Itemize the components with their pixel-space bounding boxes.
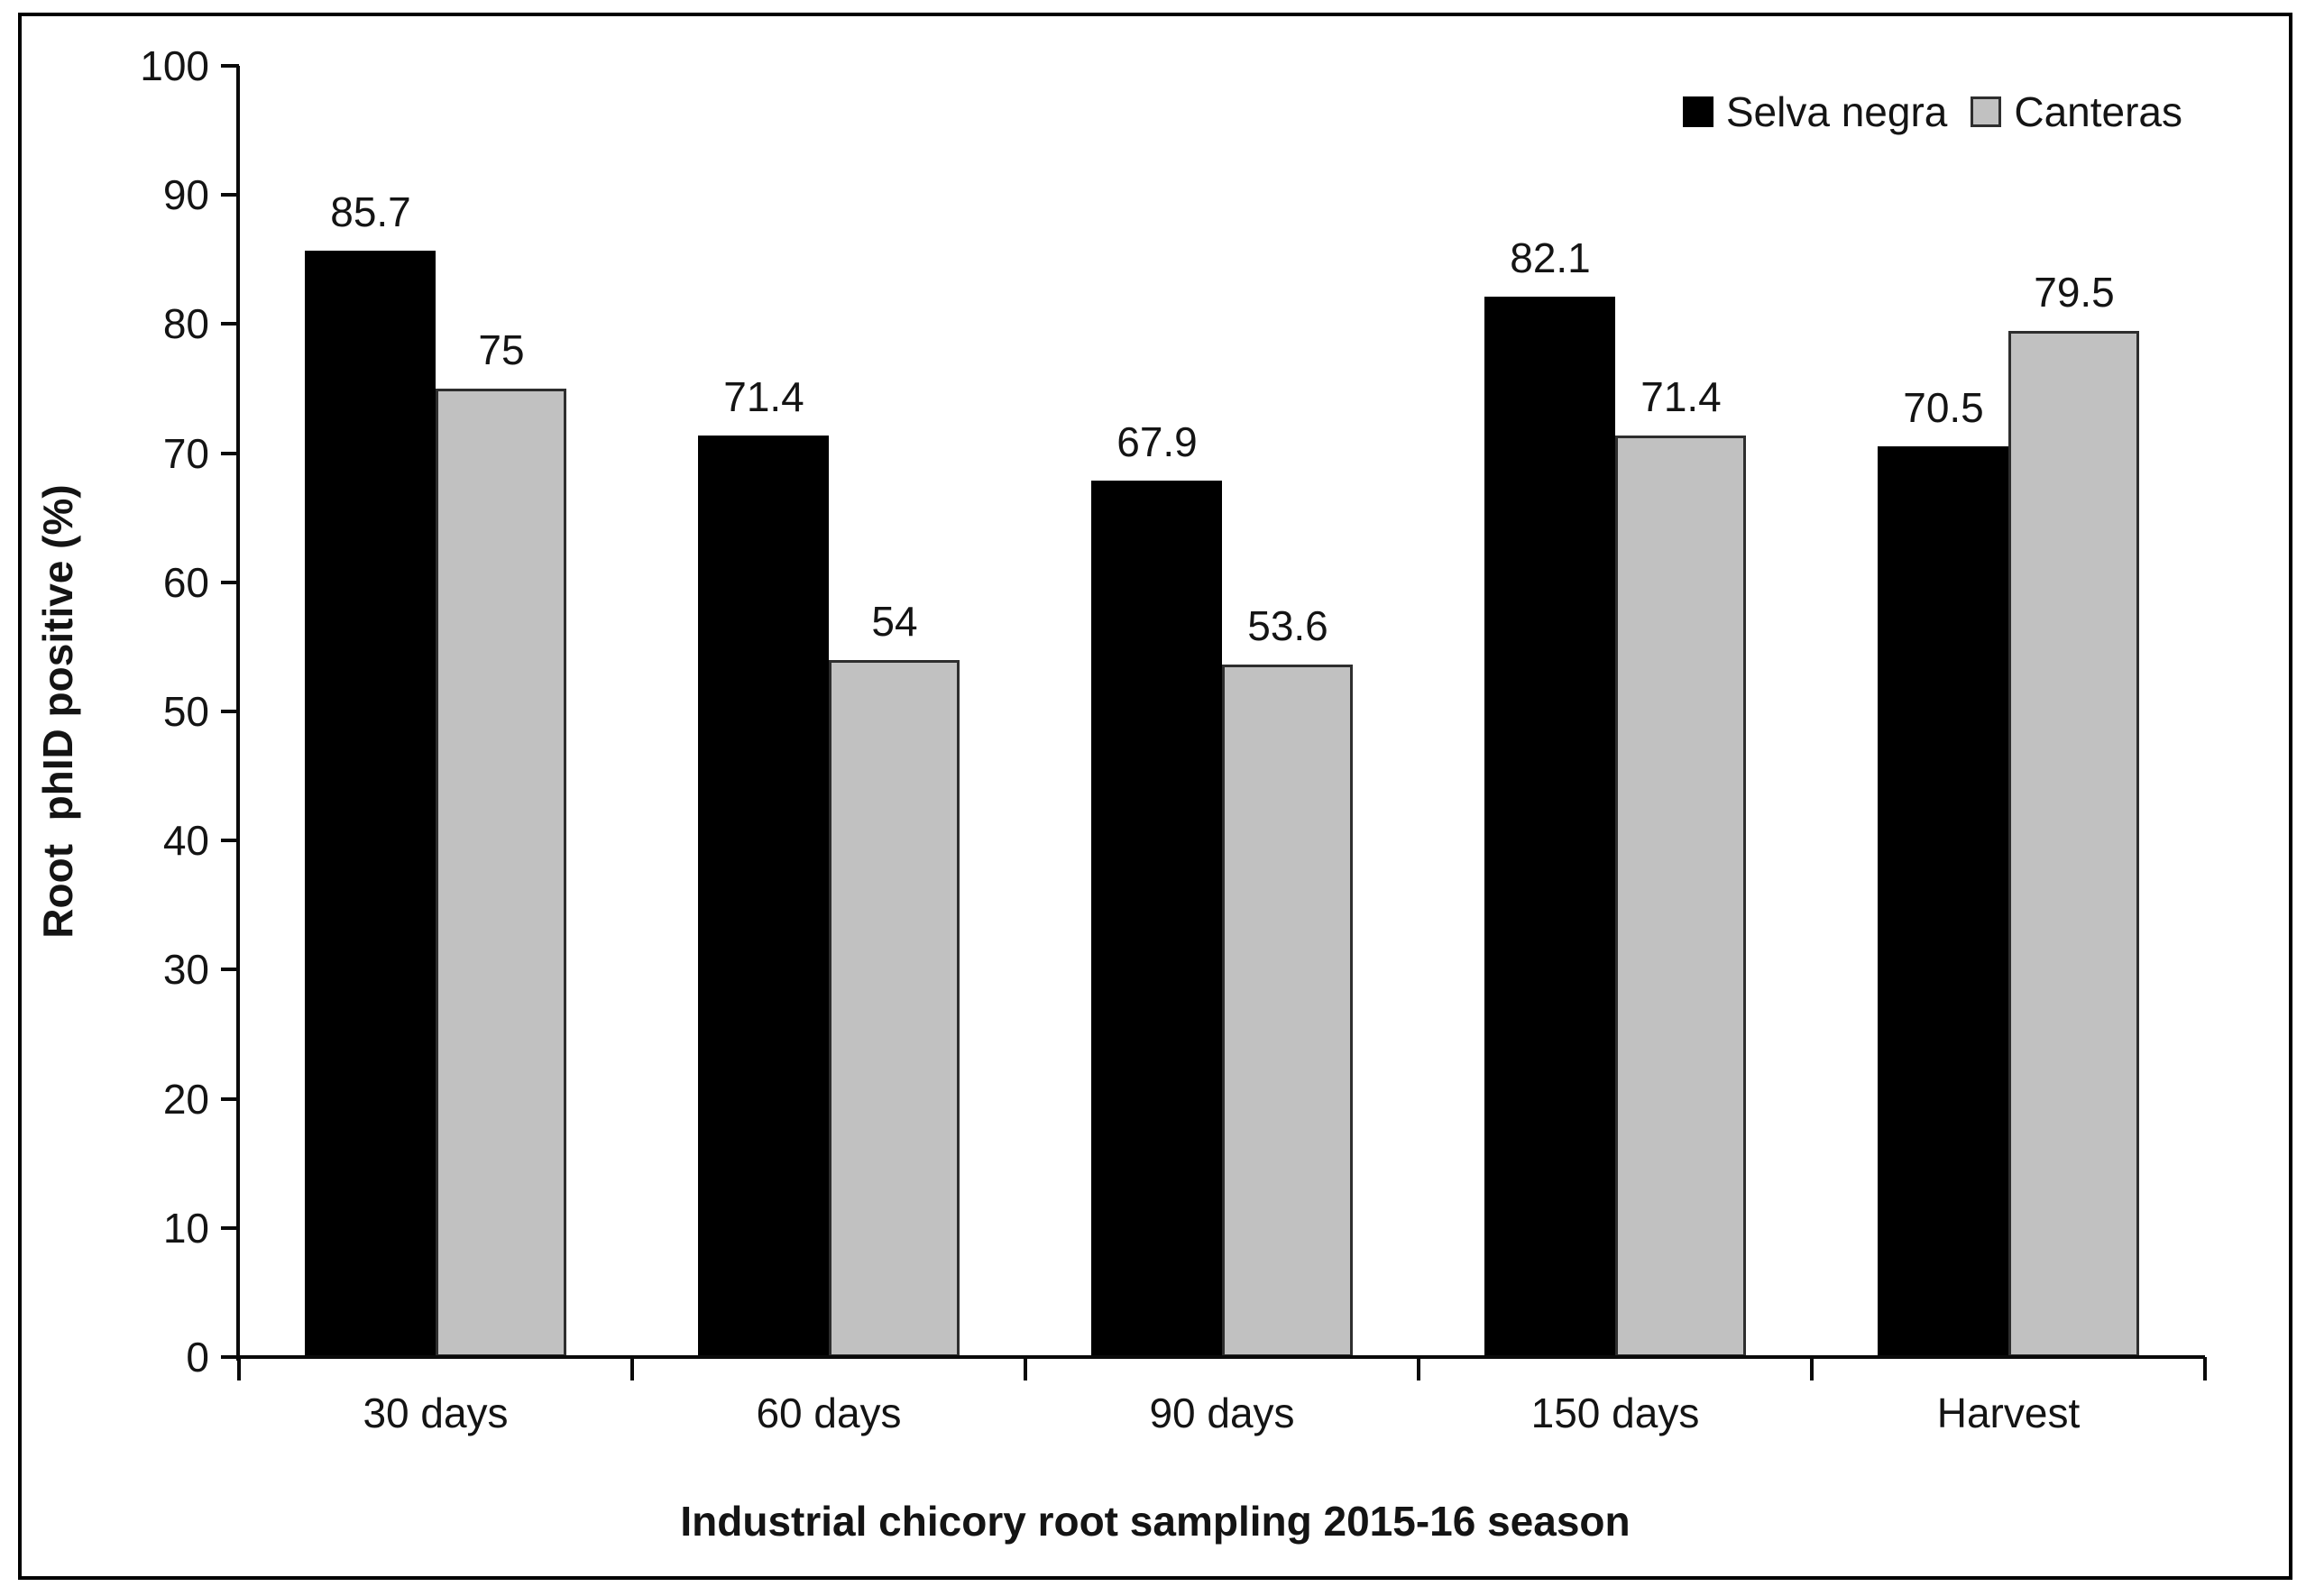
bar-selva-negra-90-days xyxy=(1091,481,1222,1357)
bar-value-label: 53.6 xyxy=(1247,602,1328,649)
bar-value-label: 85.7 xyxy=(330,188,411,235)
y-tick-label: 10 xyxy=(162,1205,209,1252)
bar-canteras-60-days xyxy=(829,660,960,1357)
bar-value-label: 71.4 xyxy=(723,373,804,420)
y-tick-mark xyxy=(221,1097,239,1101)
y-tick-label: 80 xyxy=(162,300,209,347)
legend: Selva negra Canteras xyxy=(1682,87,2182,137)
y-tick-label: 60 xyxy=(162,559,209,606)
legend-swatch-icon xyxy=(1971,96,2002,127)
y-tick-mark xyxy=(221,581,239,584)
y-tick-label: 30 xyxy=(162,946,209,993)
y-tick-mark xyxy=(221,452,239,455)
bar-selva-negra-150-days xyxy=(1484,297,1615,1357)
y-tick-mark xyxy=(221,193,239,197)
legend-swatch-icon xyxy=(1682,96,1713,127)
bar-value-label: 82.1 xyxy=(1510,234,1591,281)
y-tick-mark xyxy=(221,64,239,68)
y-tick-label: 70 xyxy=(162,430,209,477)
x-tick-label: 60 days xyxy=(756,1390,902,1436)
y-tick-mark xyxy=(221,968,239,971)
x-tick-label: 90 days xyxy=(1149,1390,1295,1436)
bar-value-label: 71.4 xyxy=(1640,373,1722,420)
y-tick-label: 100 xyxy=(140,42,209,89)
y-tick-label: 50 xyxy=(162,688,209,735)
bar-selva-negra-30-days xyxy=(305,251,436,1357)
legend-label: Canteras xyxy=(2014,88,2182,135)
y-tick-label: 20 xyxy=(162,1076,209,1123)
bar-value-label: 79.5 xyxy=(2034,269,2115,316)
y-tick-mark xyxy=(221,839,239,842)
x-tick-mark xyxy=(1810,1357,1814,1380)
bar-selva-negra-60-days xyxy=(698,436,829,1357)
bar-value-label: 70.5 xyxy=(1903,384,1984,431)
bar-selva-negra-harvest xyxy=(1878,446,2008,1357)
x-tick-label: 30 days xyxy=(363,1390,509,1436)
y-axis-title: Root phID positive (%) xyxy=(34,484,81,939)
y-axis-line xyxy=(236,66,240,1361)
bar-value-label: 54 xyxy=(871,598,918,645)
x-tick-label: 150 days xyxy=(1530,1390,1700,1436)
x-tick-label: Harvest xyxy=(1936,1390,2081,1436)
x-tick-mark xyxy=(2203,1357,2207,1380)
y-tick-label: 0 xyxy=(186,1334,209,1380)
bar-canteras-harvest xyxy=(2008,331,2139,1357)
bar-canteras-30-days xyxy=(436,389,566,1357)
x-axis-line xyxy=(221,1355,2205,1359)
legend-item-canteras: Canteras xyxy=(1971,87,2182,137)
bar-canteras-150-days xyxy=(1615,436,1746,1357)
x-tick-mark xyxy=(1024,1357,1027,1380)
legend-label: Selva negra xyxy=(1725,88,1948,135)
x-tick-mark xyxy=(237,1357,241,1380)
y-tick-mark xyxy=(221,1226,239,1230)
y-tick-mark xyxy=(221,710,239,713)
x-tick-mark xyxy=(630,1357,634,1380)
y-tick-label: 90 xyxy=(162,171,209,218)
legend-item-selva-negra: Selva negra xyxy=(1682,87,1948,137)
bar-canteras-90-days xyxy=(1222,665,1353,1357)
bar-value-label: 75 xyxy=(478,326,525,373)
y-tick-label: 40 xyxy=(162,817,209,864)
bar-value-label: 67.9 xyxy=(1116,418,1198,465)
x-axis-title: Industrial chicory root sampling 2015-16… xyxy=(680,1498,1631,1545)
y-tick-mark xyxy=(221,322,239,326)
x-tick-mark xyxy=(1417,1357,1420,1380)
